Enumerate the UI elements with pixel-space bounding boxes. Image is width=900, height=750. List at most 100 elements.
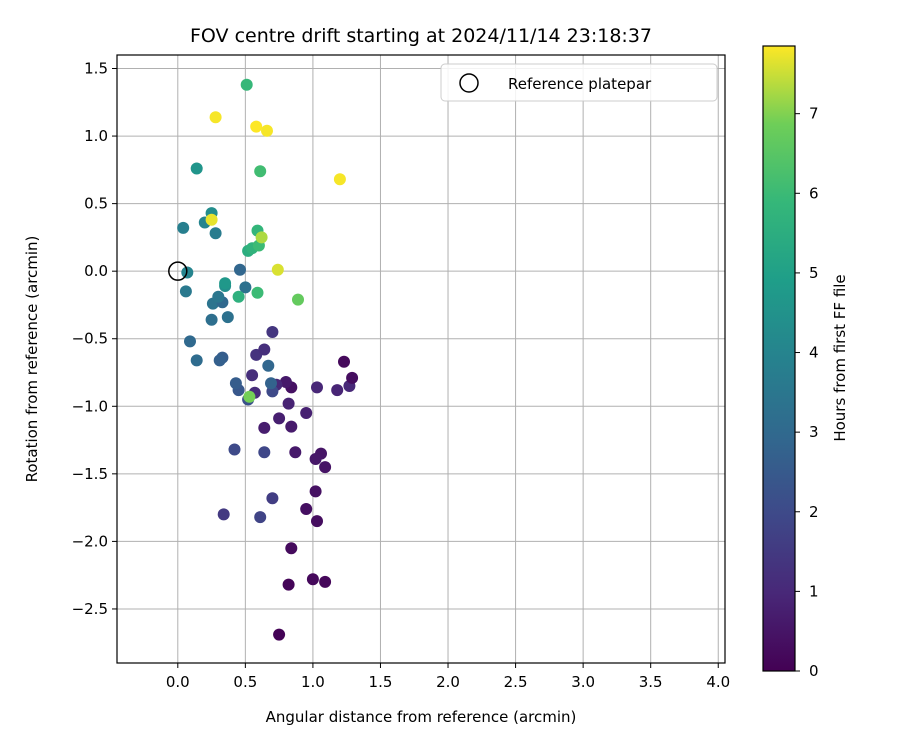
data-point	[266, 326, 279, 338]
y-axis-label: Rotation from reference (arcmin)	[23, 236, 41, 483]
data-point	[300, 503, 313, 515]
colorbar-tick-label: 5	[809, 264, 819, 282]
x-axis-label: Angular distance from reference (arcmin)	[266, 708, 577, 726]
data-point	[309, 453, 322, 465]
data-point	[282, 397, 295, 410]
data-point	[255, 231, 268, 244]
data-point	[217, 508, 230, 521]
data-point	[319, 461, 332, 474]
colorbar-tick-label: 1	[809, 582, 819, 600]
data-point	[258, 343, 271, 356]
data-point	[333, 173, 346, 186]
data-point	[262, 359, 275, 372]
legend-entry-reference: Reference platepar	[508, 75, 652, 93]
data-point	[289, 446, 302, 459]
legend-marker-icon	[459, 73, 479, 93]
legend: Reference platepar	[440, 63, 718, 102]
colorbar-ticks: 0 1 2 3 4 5 6 7	[795, 105, 819, 680]
x-tick-label: 3.0	[571, 673, 595, 691]
data-point	[285, 420, 298, 433]
data-point	[254, 165, 267, 178]
data-point	[271, 263, 284, 276]
data-point	[311, 381, 323, 394]
colorbar-tick-label: 7	[809, 105, 819, 123]
data-point	[273, 628, 286, 641]
data-point	[285, 542, 298, 555]
data-point	[254, 511, 267, 524]
data-point	[246, 369, 259, 382]
data-point	[232, 290, 245, 303]
y-tick-label: 0.0	[84, 262, 108, 280]
data-point	[251, 286, 264, 299]
data-point	[311, 515, 323, 528]
y-tick-label: 0.5	[84, 195, 108, 213]
data-point	[239, 281, 252, 294]
y-tick-label: 1.5	[84, 60, 108, 78]
data-points	[177, 78, 359, 641]
data-point	[209, 111, 222, 124]
colorbar-tick-label: 0	[809, 662, 819, 680]
data-point	[265, 377, 277, 390]
y-axis-ticks: 1.5 1.0 0.5 0.0 −0.5 −1.0 −1.5 −2.0 −2.5	[72, 60, 117, 618]
data-point	[209, 227, 222, 240]
y-tick-label: −2.0	[72, 532, 108, 550]
data-point	[261, 124, 273, 137]
y-tick-label: −2.5	[72, 600, 108, 618]
data-point	[292, 293, 304, 306]
colorbar-tick-label: 6	[809, 184, 819, 202]
colorbar-gradient	[762, 45, 796, 672]
data-point	[184, 335, 196, 348]
y-tick-label: −1.5	[72, 465, 108, 483]
colorbar-label: Hours from first FF file	[831, 274, 849, 441]
data-point	[219, 277, 232, 290]
plot-background	[117, 55, 725, 663]
data-point	[306, 573, 319, 586]
data-point	[243, 390, 256, 403]
x-axis-ticks: 0.0 0.5 1.0 1.5 2.0 2.5 3.0 3.5 4.0	[166, 663, 730, 691]
data-point	[279, 376, 292, 388]
data-point	[240, 78, 253, 91]
colorbar: 0 1 2 3 4 5 6 7 Hours from first FF file	[762, 45, 849, 680]
x-tick-label: 2.5	[504, 673, 528, 691]
data-point	[300, 407, 313, 419]
x-tick-label: 1.5	[369, 673, 393, 691]
reference-platepar-marker	[168, 261, 188, 281]
data-point	[331, 384, 344, 397]
y-tick-label: −1.0	[72, 397, 108, 415]
x-tick-label: 0.0	[166, 673, 190, 691]
colorbar-tick-label: 2	[809, 503, 819, 521]
data-point	[346, 371, 359, 384]
data-point	[205, 313, 218, 326]
data-point	[338, 355, 350, 368]
legend-box	[440, 63, 718, 102]
y-tick-label: −0.5	[72, 330, 108, 348]
data-point	[228, 443, 241, 456]
data-point	[273, 412, 286, 425]
data-point	[319, 575, 332, 588]
colorbar-tick-label: 3	[809, 423, 819, 441]
data-point	[282, 578, 295, 591]
data-point	[221, 311, 234, 324]
data-point	[258, 421, 271, 434]
data-point	[179, 285, 192, 298]
data-point	[234, 263, 246, 276]
data-point	[250, 120, 263, 133]
x-tick-label: 4.0	[706, 673, 730, 691]
data-point	[258, 446, 271, 459]
data-point	[229, 377, 242, 390]
data-point	[213, 354, 226, 367]
y-tick-label: 1.0	[84, 127, 108, 145]
x-tick-label: 1.0	[301, 673, 325, 691]
x-tick-label: 2.0	[436, 673, 460, 691]
data-point	[177, 221, 190, 234]
data-point	[309, 485, 322, 498]
plot-area: 0.0 0.5 1.0 1.5 2.0 2.5 3.0 3.5 4.0 1.5 1.0 0.5 0.0…	[72, 54, 730, 691]
data-point	[205, 213, 218, 226]
x-tick-label: 3.5	[639, 673, 663, 691]
chart-title: FOV centre drift starting at 2024/11/14 …	[190, 25, 652, 47]
data-point	[212, 290, 225, 303]
plot-frame	[116, 54, 726, 664]
data-point	[190, 354, 203, 367]
colorbar-tick-label: 4	[809, 344, 819, 362]
